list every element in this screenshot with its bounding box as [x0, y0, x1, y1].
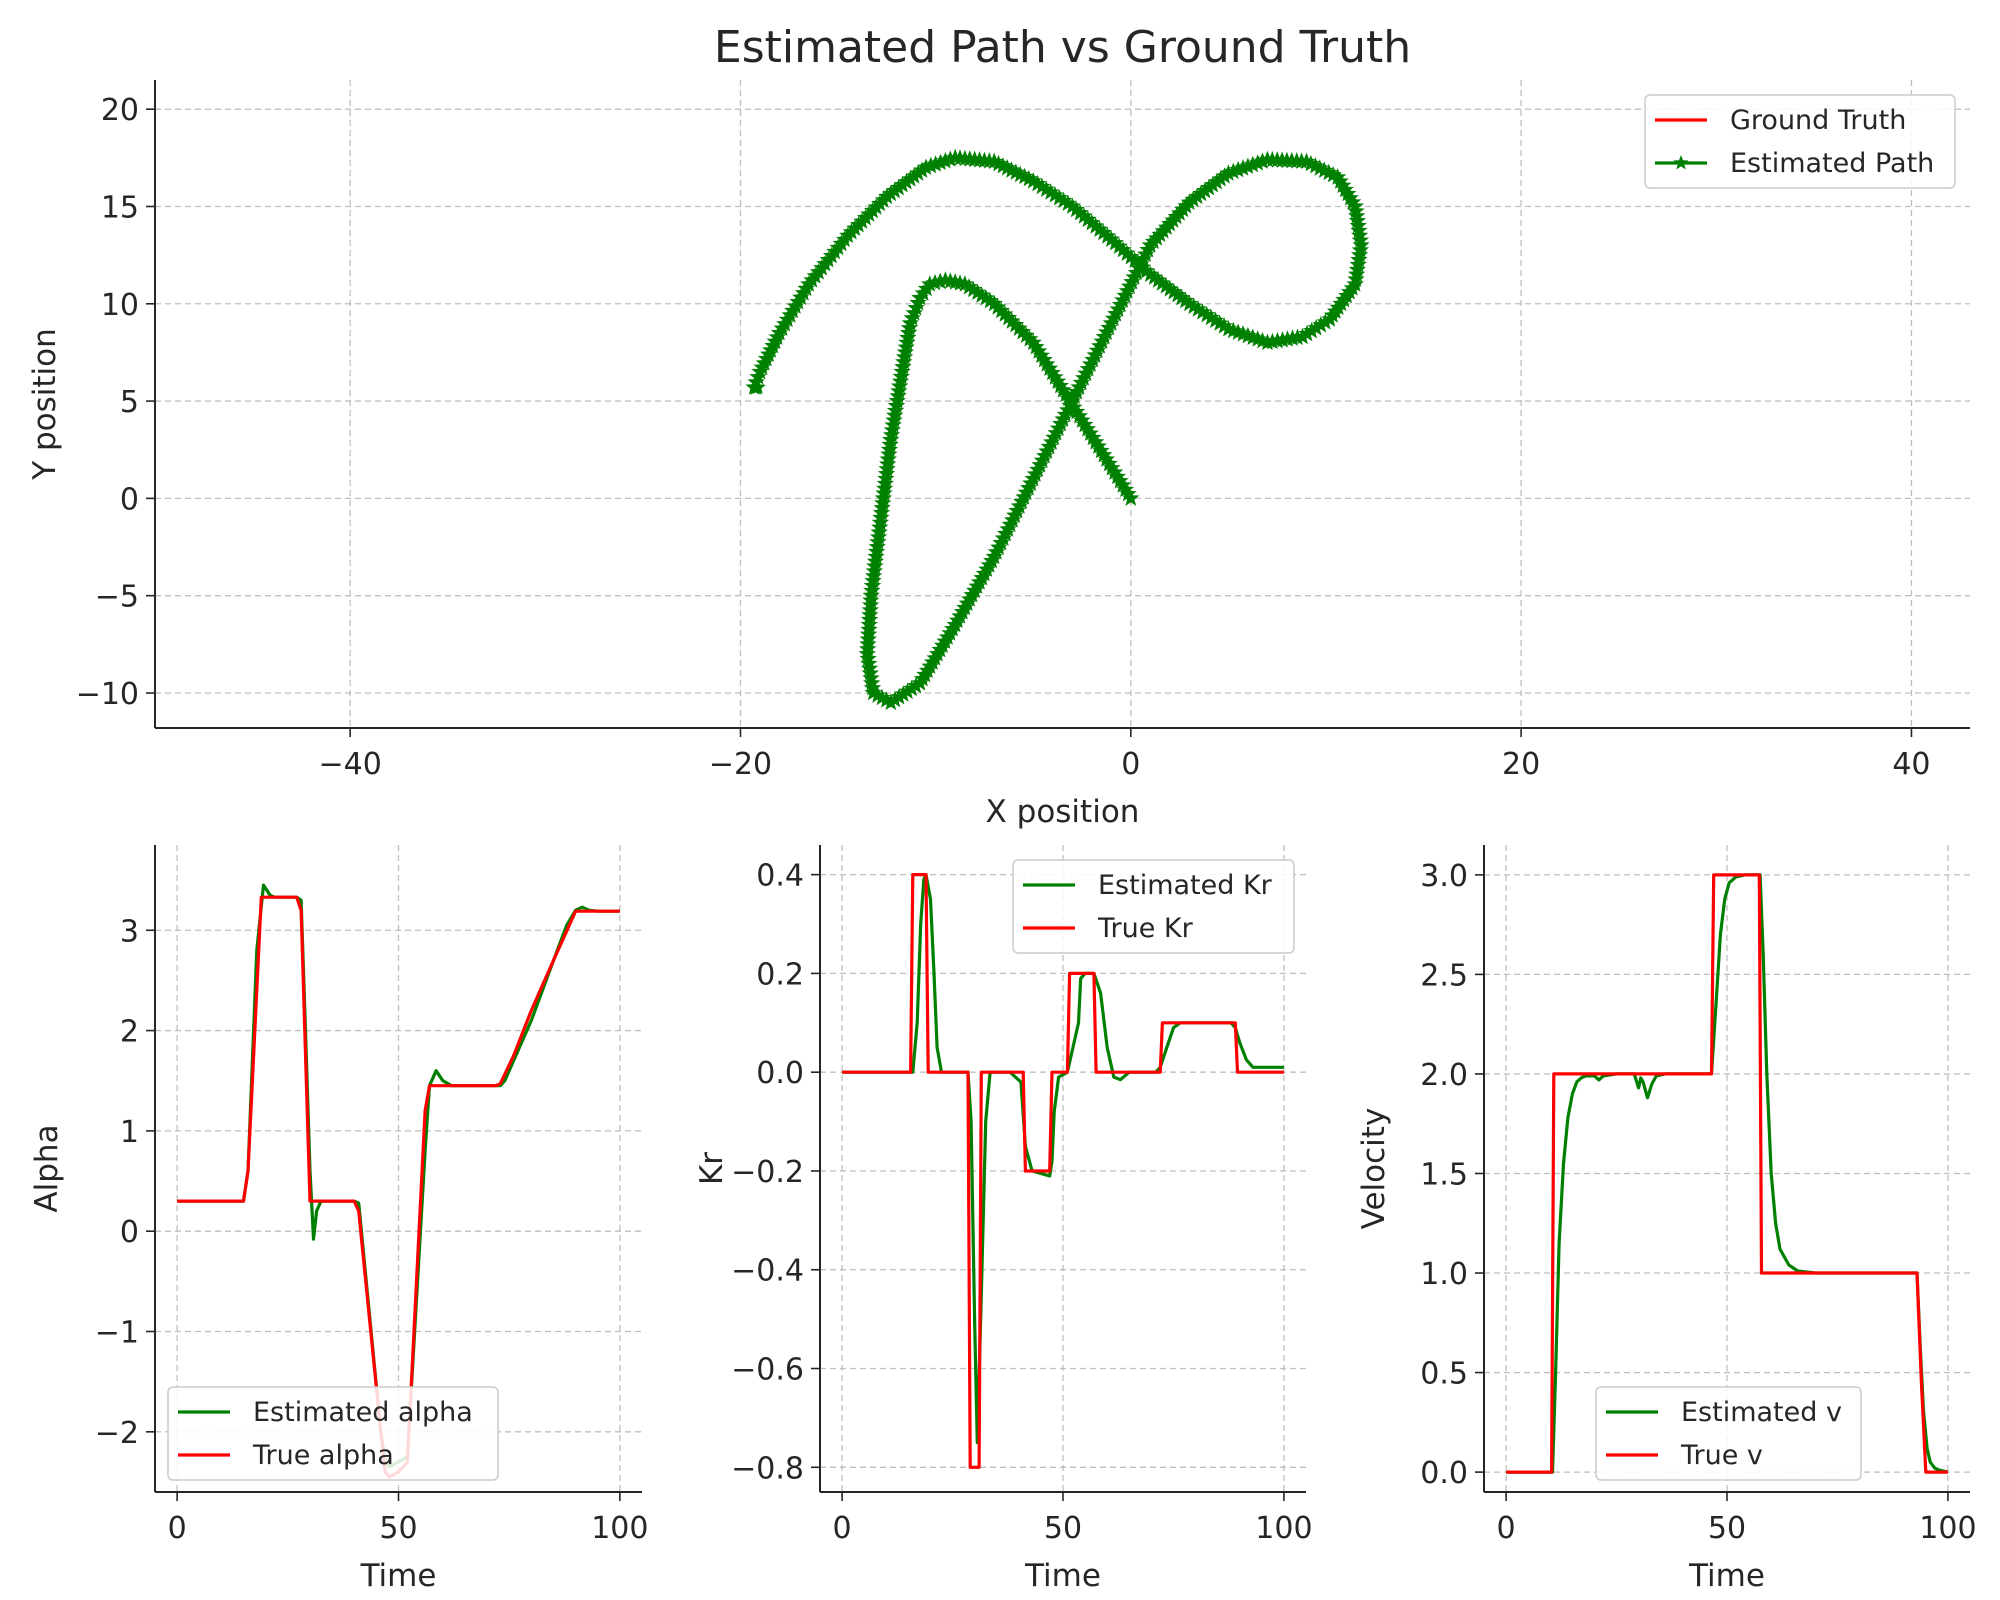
- y-tick-label: −0.2: [731, 1155, 804, 1190]
- plot-area: [1506, 873, 1949, 1474]
- y-tick-label: 1.5: [1420, 1157, 1468, 1192]
- x-tick-label: 100: [1255, 1511, 1312, 1546]
- y-tick-label: −1: [95, 1316, 139, 1351]
- x-axis-label: X position: [986, 794, 1140, 830]
- legend: Estimated alpha True alpha: [167, 1386, 499, 1481]
- y-tick-label: 2: [120, 1015, 139, 1050]
- y-tick-label: 15: [101, 190, 139, 225]
- x-axis-label: Time: [1024, 1558, 1101, 1594]
- y-axis-label: Y position: [27, 328, 63, 481]
- x-axis-label: Time: [1688, 1558, 1765, 1594]
- legend-label: True Kr: [1097, 913, 1194, 944]
- chart-panel-1: −40 −20 0 20 40 −10 −5 0 5 10 15 20 X position Y posi…: [27, 22, 1970, 830]
- y-tick-label: 0.0: [1420, 1456, 1468, 1491]
- series-line-true-kr: [842, 872, 1284, 1469]
- plot-area: [745, 148, 1370, 711]
- y-axis-label: Kr: [694, 1152, 730, 1185]
- y-tick-label: 1: [120, 1115, 139, 1150]
- y-tick-label: −2: [95, 1416, 139, 1451]
- x-tick-label: −20: [709, 747, 772, 782]
- y-tick-label: 3.0: [1420, 859, 1468, 894]
- chart-panel-4: 0 50 100 0.0 0.5 1.0 1.5 2.0 2.5 3.0 Time Velocity E…: [1356, 845, 1977, 1594]
- legend: Estimated v True v: [1595, 1386, 1862, 1481]
- star-marker: [750, 379, 766, 394]
- y-tick-label: −0.8: [731, 1451, 804, 1486]
- series-markers-estimated-path: [745, 148, 1370, 711]
- chart-panel-3: 0 50 100 −0.8 −0.6 −0.4 −0.2 0.0 0.2 0.4 Time Kr Est…: [694, 845, 1313, 1594]
- x-tick-label: 20: [1502, 747, 1540, 782]
- y-tick-label: 2.5: [1420, 958, 1468, 993]
- x-tick-label: 40: [1892, 747, 1930, 782]
- y-axis-label: Velocity: [1356, 1108, 1392, 1230]
- y-tick-label: −0.4: [731, 1254, 804, 1289]
- y-tick-label: 10: [101, 288, 139, 323]
- y-tick-label: 0.4: [756, 859, 804, 894]
- legend-box: [1595, 1386, 1862, 1481]
- legend-box: [167, 1386, 499, 1481]
- legend-label: Estimated alpha: [253, 1397, 473, 1428]
- legend-star-marker: [1673, 155, 1689, 170]
- plot-area: [842, 872, 1284, 1469]
- x-tick-label: 0: [168, 1511, 187, 1546]
- y-tick-label: 0.0: [756, 1056, 804, 1091]
- y-tick-label: 0: [120, 482, 139, 517]
- x-tick-label: 0: [833, 1511, 852, 1546]
- x-tick-label: 50: [1708, 1511, 1746, 1546]
- legend-label: True alpha: [252, 1440, 394, 1471]
- legend-label: Estimated Kr: [1098, 870, 1273, 901]
- x-tick-label: 100: [591, 1511, 648, 1546]
- legend-label: Estimated Path: [1730, 148, 1934, 179]
- y-tick-label: 0: [120, 1215, 139, 1250]
- chart-title: Estimated Path vs Ground Truth: [714, 22, 1411, 73]
- y-tick-label: 5: [120, 385, 139, 420]
- y-tick-label: 1.0: [1420, 1257, 1468, 1292]
- legend-label: Estimated v: [1681, 1397, 1842, 1428]
- y-tick-label: 3: [120, 914, 139, 949]
- x-tick-label: 100: [1919, 1511, 1976, 1546]
- y-tick-label: −0.6: [731, 1353, 804, 1388]
- legend-label: Ground Truth: [1730, 105, 1906, 136]
- x-tick-label: 0: [1121, 747, 1140, 782]
- legend: Estimated Kr True Kr: [1012, 859, 1295, 954]
- y-tick-label: 0.5: [1420, 1357, 1468, 1392]
- y-tick-label: 20: [101, 93, 139, 128]
- legend-box: [1012, 859, 1295, 954]
- legend-box: [1644, 94, 1956, 189]
- x-axis-label: Time: [360, 1558, 437, 1594]
- legend-label: True v: [1680, 1440, 1763, 1471]
- y-tick-label: 0.2: [756, 957, 804, 992]
- y-tick-label: −10: [76, 677, 139, 712]
- legend: Ground Truth Estimated Path: [1644, 94, 1956, 189]
- y-tick-label: 2.0: [1420, 1058, 1468, 1093]
- y-tick-label: −5: [95, 580, 139, 615]
- series-line-estimated-kr: [842, 872, 1284, 1445]
- x-tick-label: 0: [1497, 1511, 1516, 1546]
- x-tick-label: 50: [1044, 1511, 1082, 1546]
- x-tick-label: 50: [379, 1511, 417, 1546]
- chart-panel-2: 0 50 100 −2 −1 0 1 2 3 Time Alpha Estimated alpha Tr…: [29, 845, 648, 1594]
- y-axis-label: Alpha: [29, 1124, 65, 1212]
- series-line-true-v: [1506, 873, 1948, 1474]
- x-tick-label: −40: [319, 747, 382, 782]
